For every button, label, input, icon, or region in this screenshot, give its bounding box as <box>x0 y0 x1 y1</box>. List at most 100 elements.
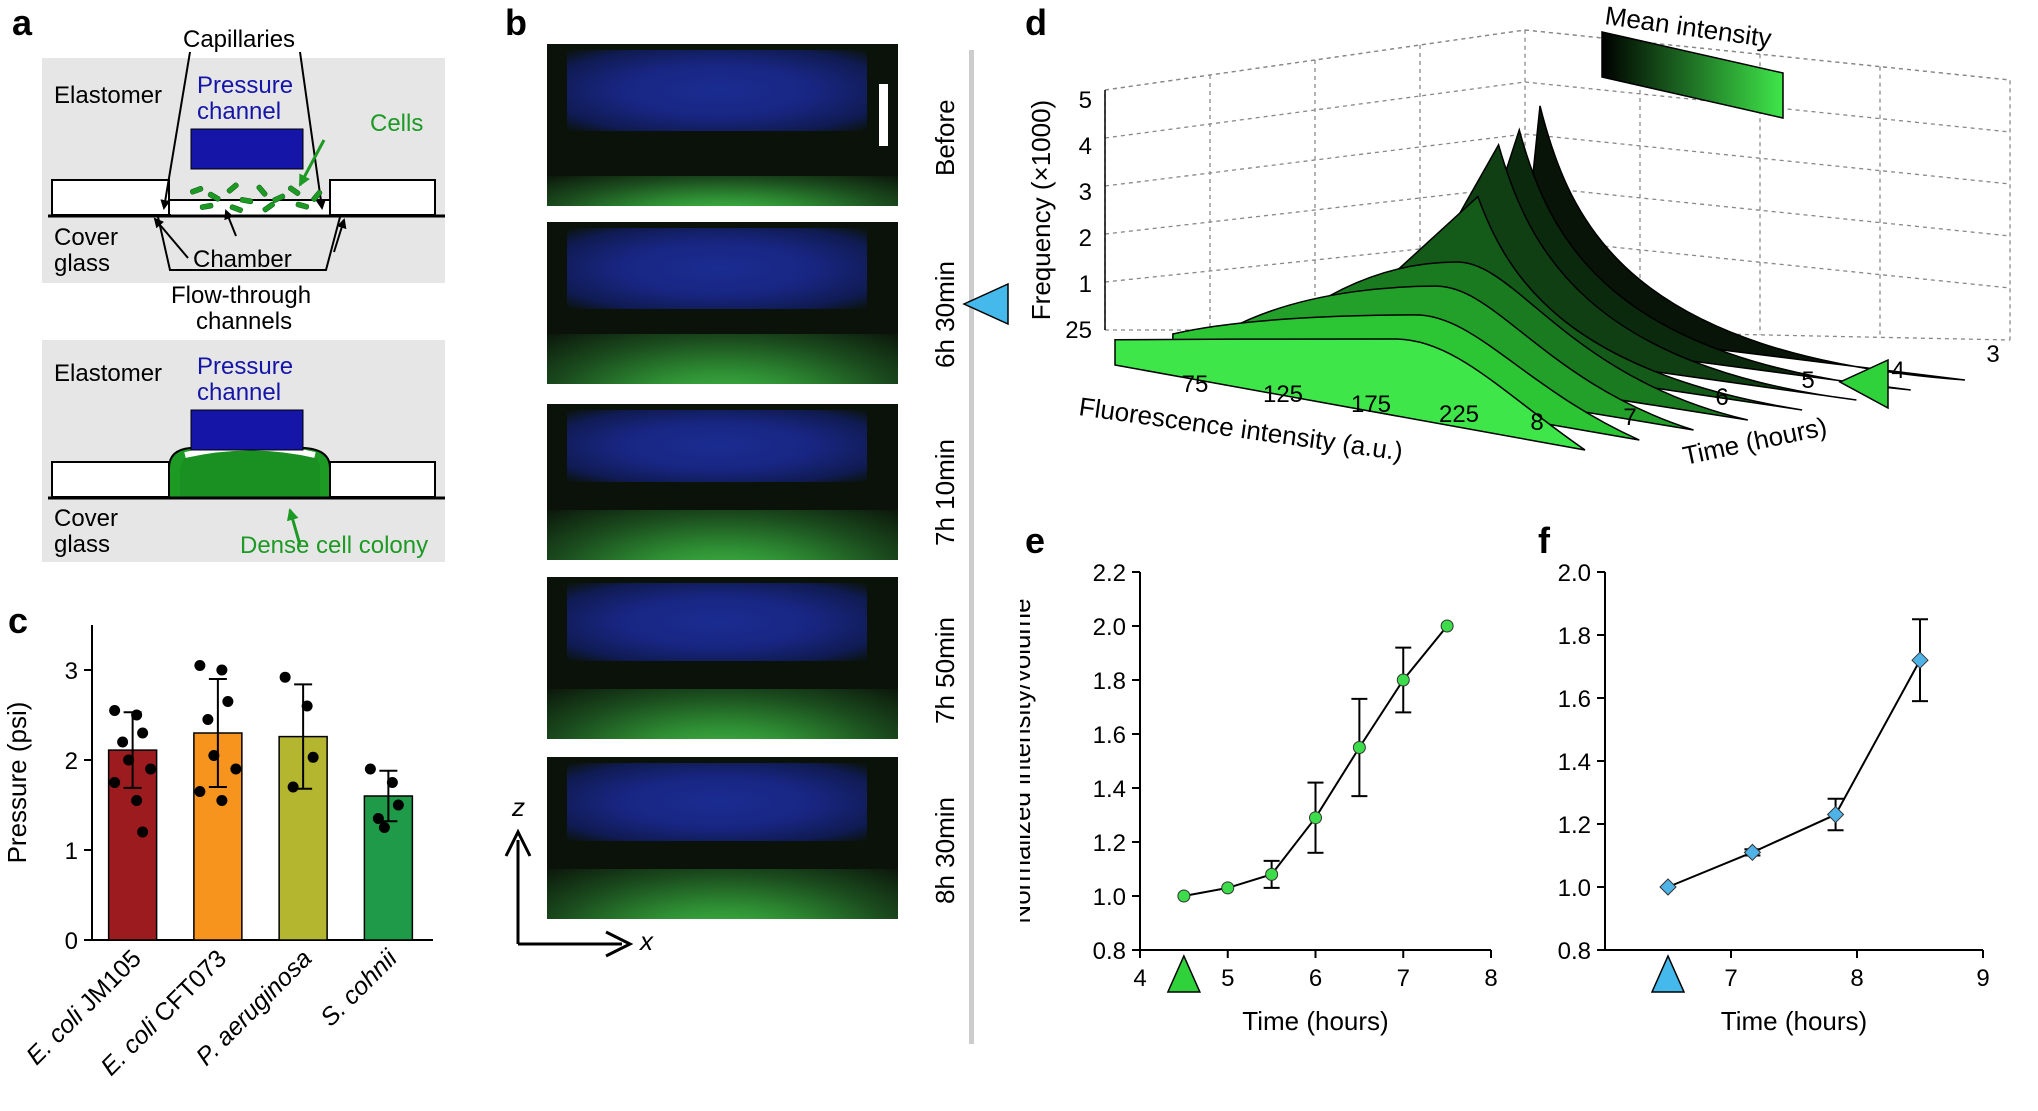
time-label-6h30: 6h 30min <box>930 261 960 368</box>
y-tick-label: 1.8 <box>1558 623 1591 650</box>
frequency-tick-label: 4 <box>1079 133 1092 160</box>
label-cover-top-1: Cover <box>54 224 119 251</box>
label-dense-colony: Dense cell colony <box>240 532 429 559</box>
data-point <box>1177 889 1191 903</box>
scale-bar <box>879 84 888 146</box>
label-pressure-bottom-1: Pressure <box>197 353 294 380</box>
data-point <box>216 664 228 676</box>
data-point <box>386 777 398 788</box>
x-axis-label: Time (hours) <box>1242 1006 1388 1036</box>
panel-label-f: f <box>1538 520 1550 561</box>
time-label-8h30: 8h 30min <box>930 797 960 904</box>
label-cells: Cells <box>370 110 424 137</box>
data-point <box>230 763 242 775</box>
label-cover-bottom-2: glass <box>54 531 111 558</box>
data-point <box>216 795 228 806</box>
data-point <box>378 822 390 833</box>
data-point <box>1826 805 1845 824</box>
bottom-pressure-channel <box>190 409 304 451</box>
data-point <box>131 709 143 721</box>
panel-label-e: e <box>1025 520 1046 561</box>
data-point <box>279 671 291 683</box>
time-tick-label: 7 <box>1623 404 1636 431</box>
data-point <box>222 696 234 707</box>
time-label-7h10: 7h 10min <box>930 439 960 546</box>
intensity-tick-label: 125 <box>1263 381 1303 408</box>
panel-label-d: d <box>1025 2 1047 43</box>
category-label-italic: S. cohnii <box>315 943 404 1032</box>
label-elastomer-bottom: Elastomer <box>54 360 163 387</box>
grid-line <box>1524 133 2011 185</box>
data-point <box>137 826 149 838</box>
y-tick-label: 2.0 <box>1093 614 1126 641</box>
x-tick-label: 7 <box>1724 965 1737 992</box>
label-cover-bottom-1: Cover <box>54 505 119 532</box>
y-tick-label: 2.2 <box>1093 560 1126 587</box>
data-point <box>131 795 143 806</box>
label-pressure-bottom-2: channel <box>197 379 282 406</box>
data-point <box>372 813 384 824</box>
data-point <box>1221 881 1235 895</box>
data-point <box>137 727 149 739</box>
y-tick-label: 2 <box>65 748 78 775</box>
timeline-bar <box>969 50 974 1044</box>
data-point <box>1309 811 1322 825</box>
y-tick-label: 2.0 <box>1558 560 1591 587</box>
data-point <box>1659 878 1677 896</box>
y-tick-label: 1.4 <box>1558 749 1591 776</box>
label-chamber: Chamber <box>193 246 292 273</box>
data-point <box>1396 673 1410 687</box>
data-point <box>145 763 157 775</box>
data-point <box>1352 741 1366 754</box>
data-point <box>194 786 206 797</box>
y-tick-label: 0 <box>65 928 78 955</box>
micrograph-7h10 <box>547 404 898 560</box>
data-point <box>1265 867 1279 881</box>
time-marker-triangle <box>1166 954 1202 993</box>
axis-label-z: z <box>512 792 525 822</box>
intensity-tick-label: 75 <box>1182 371 1209 398</box>
panel-label-c: c <box>8 600 29 641</box>
label-elastomer-top: Elastomer <box>54 82 163 109</box>
y-tick-label: 1.6 <box>1558 686 1591 713</box>
z-axis-label: Frequency (×1000) <box>1026 100 1056 320</box>
time-label-before: Before <box>930 99 960 176</box>
colorbar <box>1601 31 1784 119</box>
y-tick-label: 0.8 <box>1558 938 1591 965</box>
frequency-tick-label: 2 <box>1079 225 1092 252</box>
y-tick-label: 1.2 <box>1093 830 1126 857</box>
data-point <box>109 705 121 716</box>
y-axis-label: Pressure (psi) <box>2 702 32 864</box>
chart-e-intensity: 0.8 1.0 1.2 1.4 1.6 1.8 2.0 2.2 4 5 6 7 8 Time (hours… <box>1020 560 1498 1036</box>
label-capillaries: Capillaries <box>183 26 296 53</box>
intensity-tick-label: 225 <box>1439 401 1479 428</box>
micrograph-6h30 <box>547 222 898 384</box>
x-tick-label: 4 <box>1133 965 1146 992</box>
data-point <box>287 781 299 793</box>
x-axis-label: Time (hours) <box>1721 1006 1867 1036</box>
y-tick-label: 1.0 <box>1093 884 1126 911</box>
intensity-tick-label: 25 <box>1065 317 1092 344</box>
x-tick-label: 7 <box>1397 965 1410 992</box>
time-marker-triangle <box>1650 954 1686 993</box>
y-tick-label: 1.8 <box>1093 668 1126 695</box>
series-line <box>1183 625 1448 897</box>
grid-line <box>1524 185 2011 237</box>
category-label-rest: CFT073 <box>144 944 233 1033</box>
y-tick-label: 0.8 <box>1093 938 1126 965</box>
y-tick-label: 1.2 <box>1558 812 1591 839</box>
y-tick-label: 1.6 <box>1093 722 1126 749</box>
data-point <box>301 700 313 712</box>
data-point <box>194 660 206 671</box>
y-tick-label: 3 <box>65 658 78 685</box>
top-pressure-channel <box>190 128 304 170</box>
data-point <box>208 750 220 761</box>
series-line <box>1667 659 1921 888</box>
intensity-tick-label: 175 <box>1351 391 1391 418</box>
time-tick-label: 3 <box>1986 341 1999 368</box>
data-point <box>117 736 129 748</box>
x-tick-label: 8 <box>1484 965 1497 992</box>
